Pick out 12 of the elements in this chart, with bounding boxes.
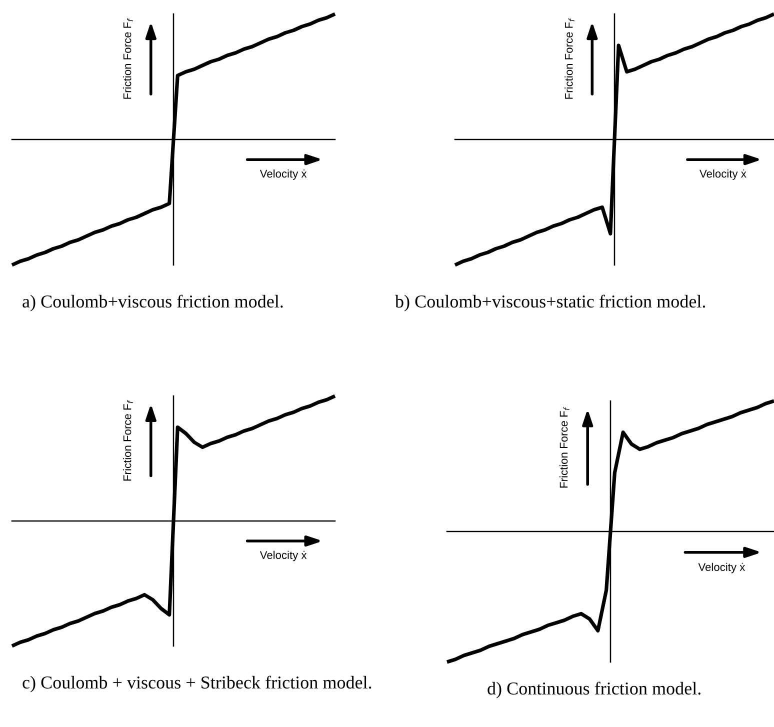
y-axis-title: Friction Force F$_{f}$ [564,18,574,99]
x-axis-title: Velocity ẋ [260,169,307,180]
y-axis-title: Friction Force F$_{f}$ [123,400,133,481]
x-axis-title: Velocity ẋ [700,169,746,180]
text: a) Coulomb+viscous friction model. [22,294,283,312]
x-axis-title: Velocity ẋ [698,562,746,574]
y-axis-title: Friction Force F$_{f}$ [559,406,570,488]
y-axis-title: Friction Force F$_{f}$ [123,18,133,99]
text: c) Coulomb + viscous + Stribeck friction model. [22,676,372,692]
text: d) Continuous friction model. [488,682,700,698]
text: b) Coulomb+viscous+static friction model. [395,294,706,312]
x-axis-title: Velocity ẋ [260,550,307,562]
